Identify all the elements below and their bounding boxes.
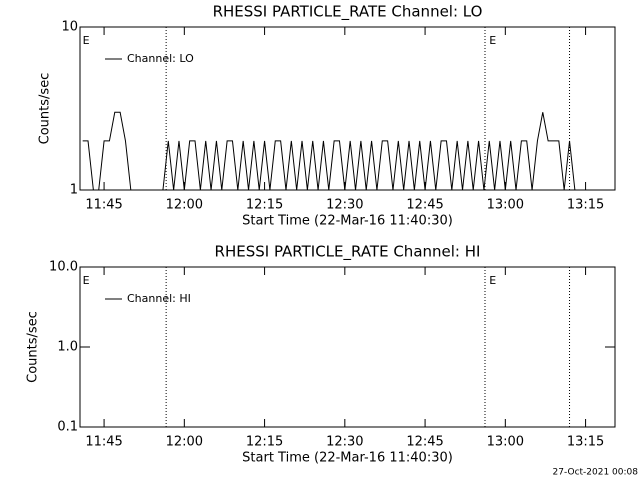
x-tick-label: 12:45 [406,435,443,450]
annotation: E [83,274,90,287]
x-tick-label: 12:00 [166,198,203,213]
annotation: E [489,34,496,47]
y-tick-label: 10 [61,20,78,35]
x-tick-label: 11:45 [85,198,122,213]
annotation: E [83,34,90,47]
x-tick-label: 13:15 [567,435,604,450]
legend-label: Channel: HI [127,292,191,305]
x-tick-label: 12:45 [406,198,443,213]
y-tick-label: 1 [70,183,78,198]
data-line [82,111,591,191]
chart-title: RHESSI PARTICLE_RATE Channel: HI [215,243,481,262]
plot-frame [79,26,616,191]
x-tick-label: 12:15 [246,198,283,213]
x-tick-label: 13:00 [487,198,524,213]
x-tick-label: 12:30 [326,198,363,213]
x-axis-label: Start Time (22-Mar-16 11:40:30) [242,451,453,466]
y-axis-label: Counts/sec [26,311,41,383]
chart-title: RHESSI PARTICLE_RATE Channel: LO [213,3,483,22]
annotation: E [489,274,496,287]
footer: 27-Oct-2021 00:08 [553,468,639,478]
x-tick-label: 12:30 [326,435,363,450]
y-tick-label: 0.1 [57,420,78,435]
x-axis-label: Start Time (22-Mar-16 11:40:30) [242,214,453,229]
y-tick-label: 10.0 [49,260,78,275]
x-tick-label: 13:15 [567,198,604,213]
x-tick-label: 12:15 [246,435,283,450]
x-tick-label: 13:00 [487,435,524,450]
y-tick-label: 1.0 [57,340,78,355]
y-axis-label: Counts/sec [38,73,53,145]
x-tick-label: 11:45 [85,435,122,450]
x-tick-label: 12:00 [166,435,203,450]
legend-label: Channel: LO [127,52,194,65]
